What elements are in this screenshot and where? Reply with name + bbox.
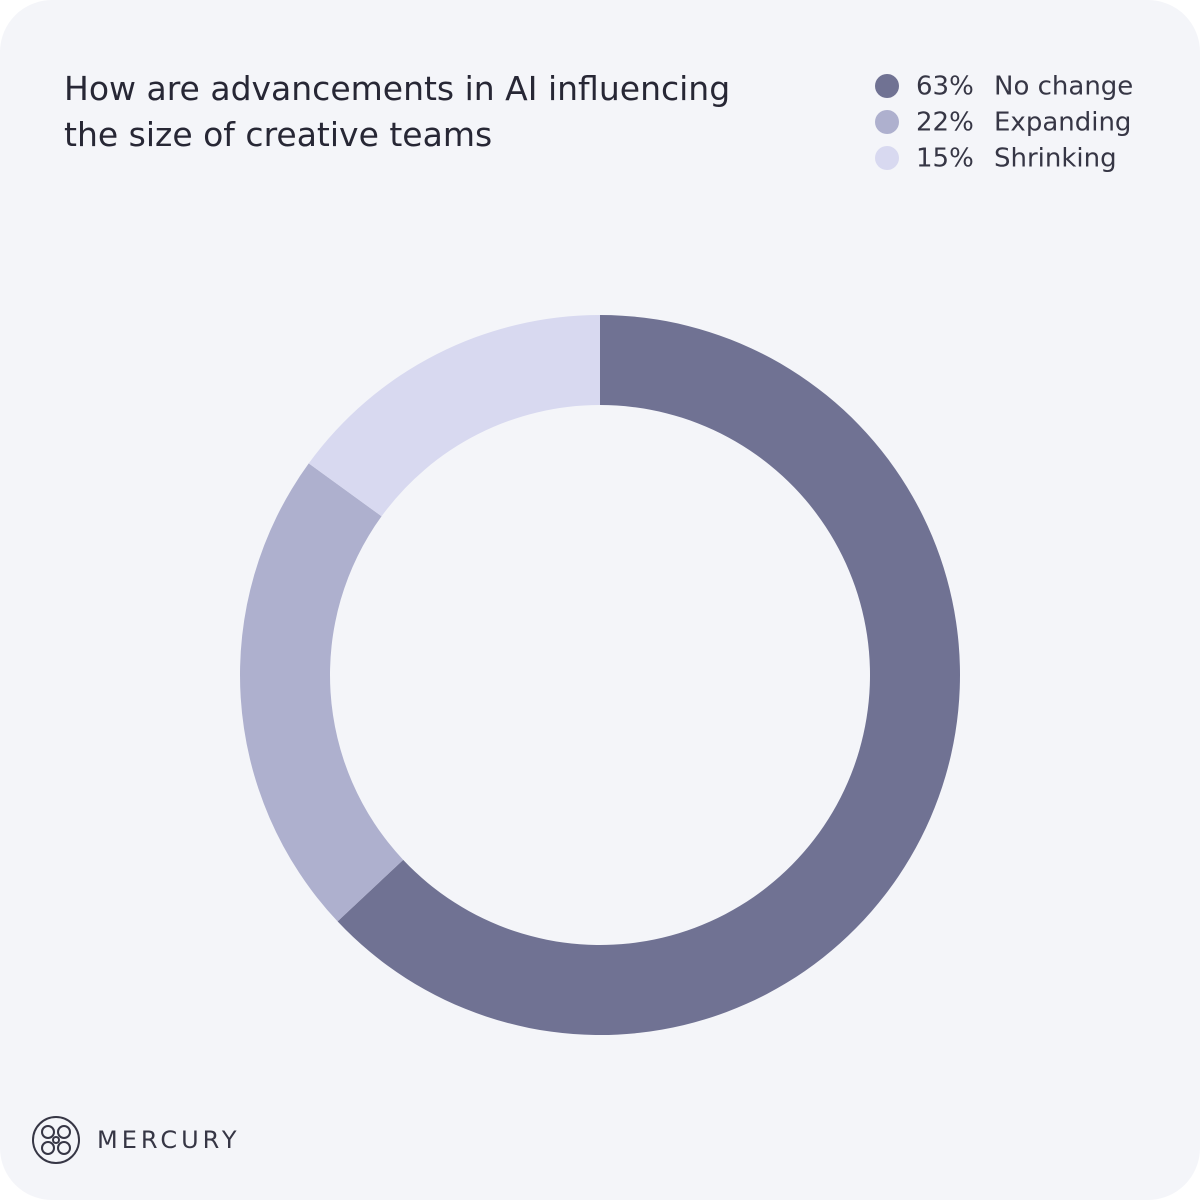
legend-label: Shrinking — [994, 144, 1117, 174]
logo-icon — [32, 1116, 80, 1164]
legend-label: No change — [994, 72, 1133, 102]
legend-label: Expanding — [994, 108, 1131, 138]
brand: MERCURY — [97, 1126, 240, 1154]
legend-value: 22% — [916, 108, 974, 138]
slice — [308, 315, 600, 517]
slice — [240, 463, 404, 922]
legend-value: 63% — [916, 72, 974, 102]
chart-title: How are advancements in AI influencing t… — [64, 69, 731, 154]
legend-value: 15% — [916, 144, 974, 174]
legend-swatch — [875, 74, 899, 98]
legend-swatch — [875, 110, 899, 134]
slice — [337, 315, 961, 1035]
legend-swatch — [875, 146, 899, 170]
